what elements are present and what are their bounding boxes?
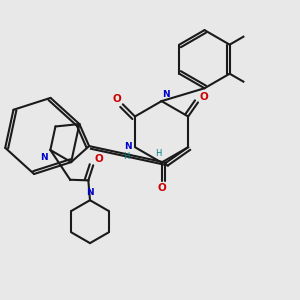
Text: H: H: [155, 149, 162, 158]
Text: N: N: [40, 153, 48, 162]
Text: O: O: [199, 92, 208, 102]
Text: O: O: [94, 154, 103, 164]
Text: N: N: [163, 91, 170, 100]
Text: H: H: [124, 152, 130, 161]
Text: O: O: [158, 183, 166, 194]
Text: N: N: [86, 188, 94, 197]
Text: O: O: [113, 94, 122, 104]
Text: N: N: [124, 142, 132, 151]
